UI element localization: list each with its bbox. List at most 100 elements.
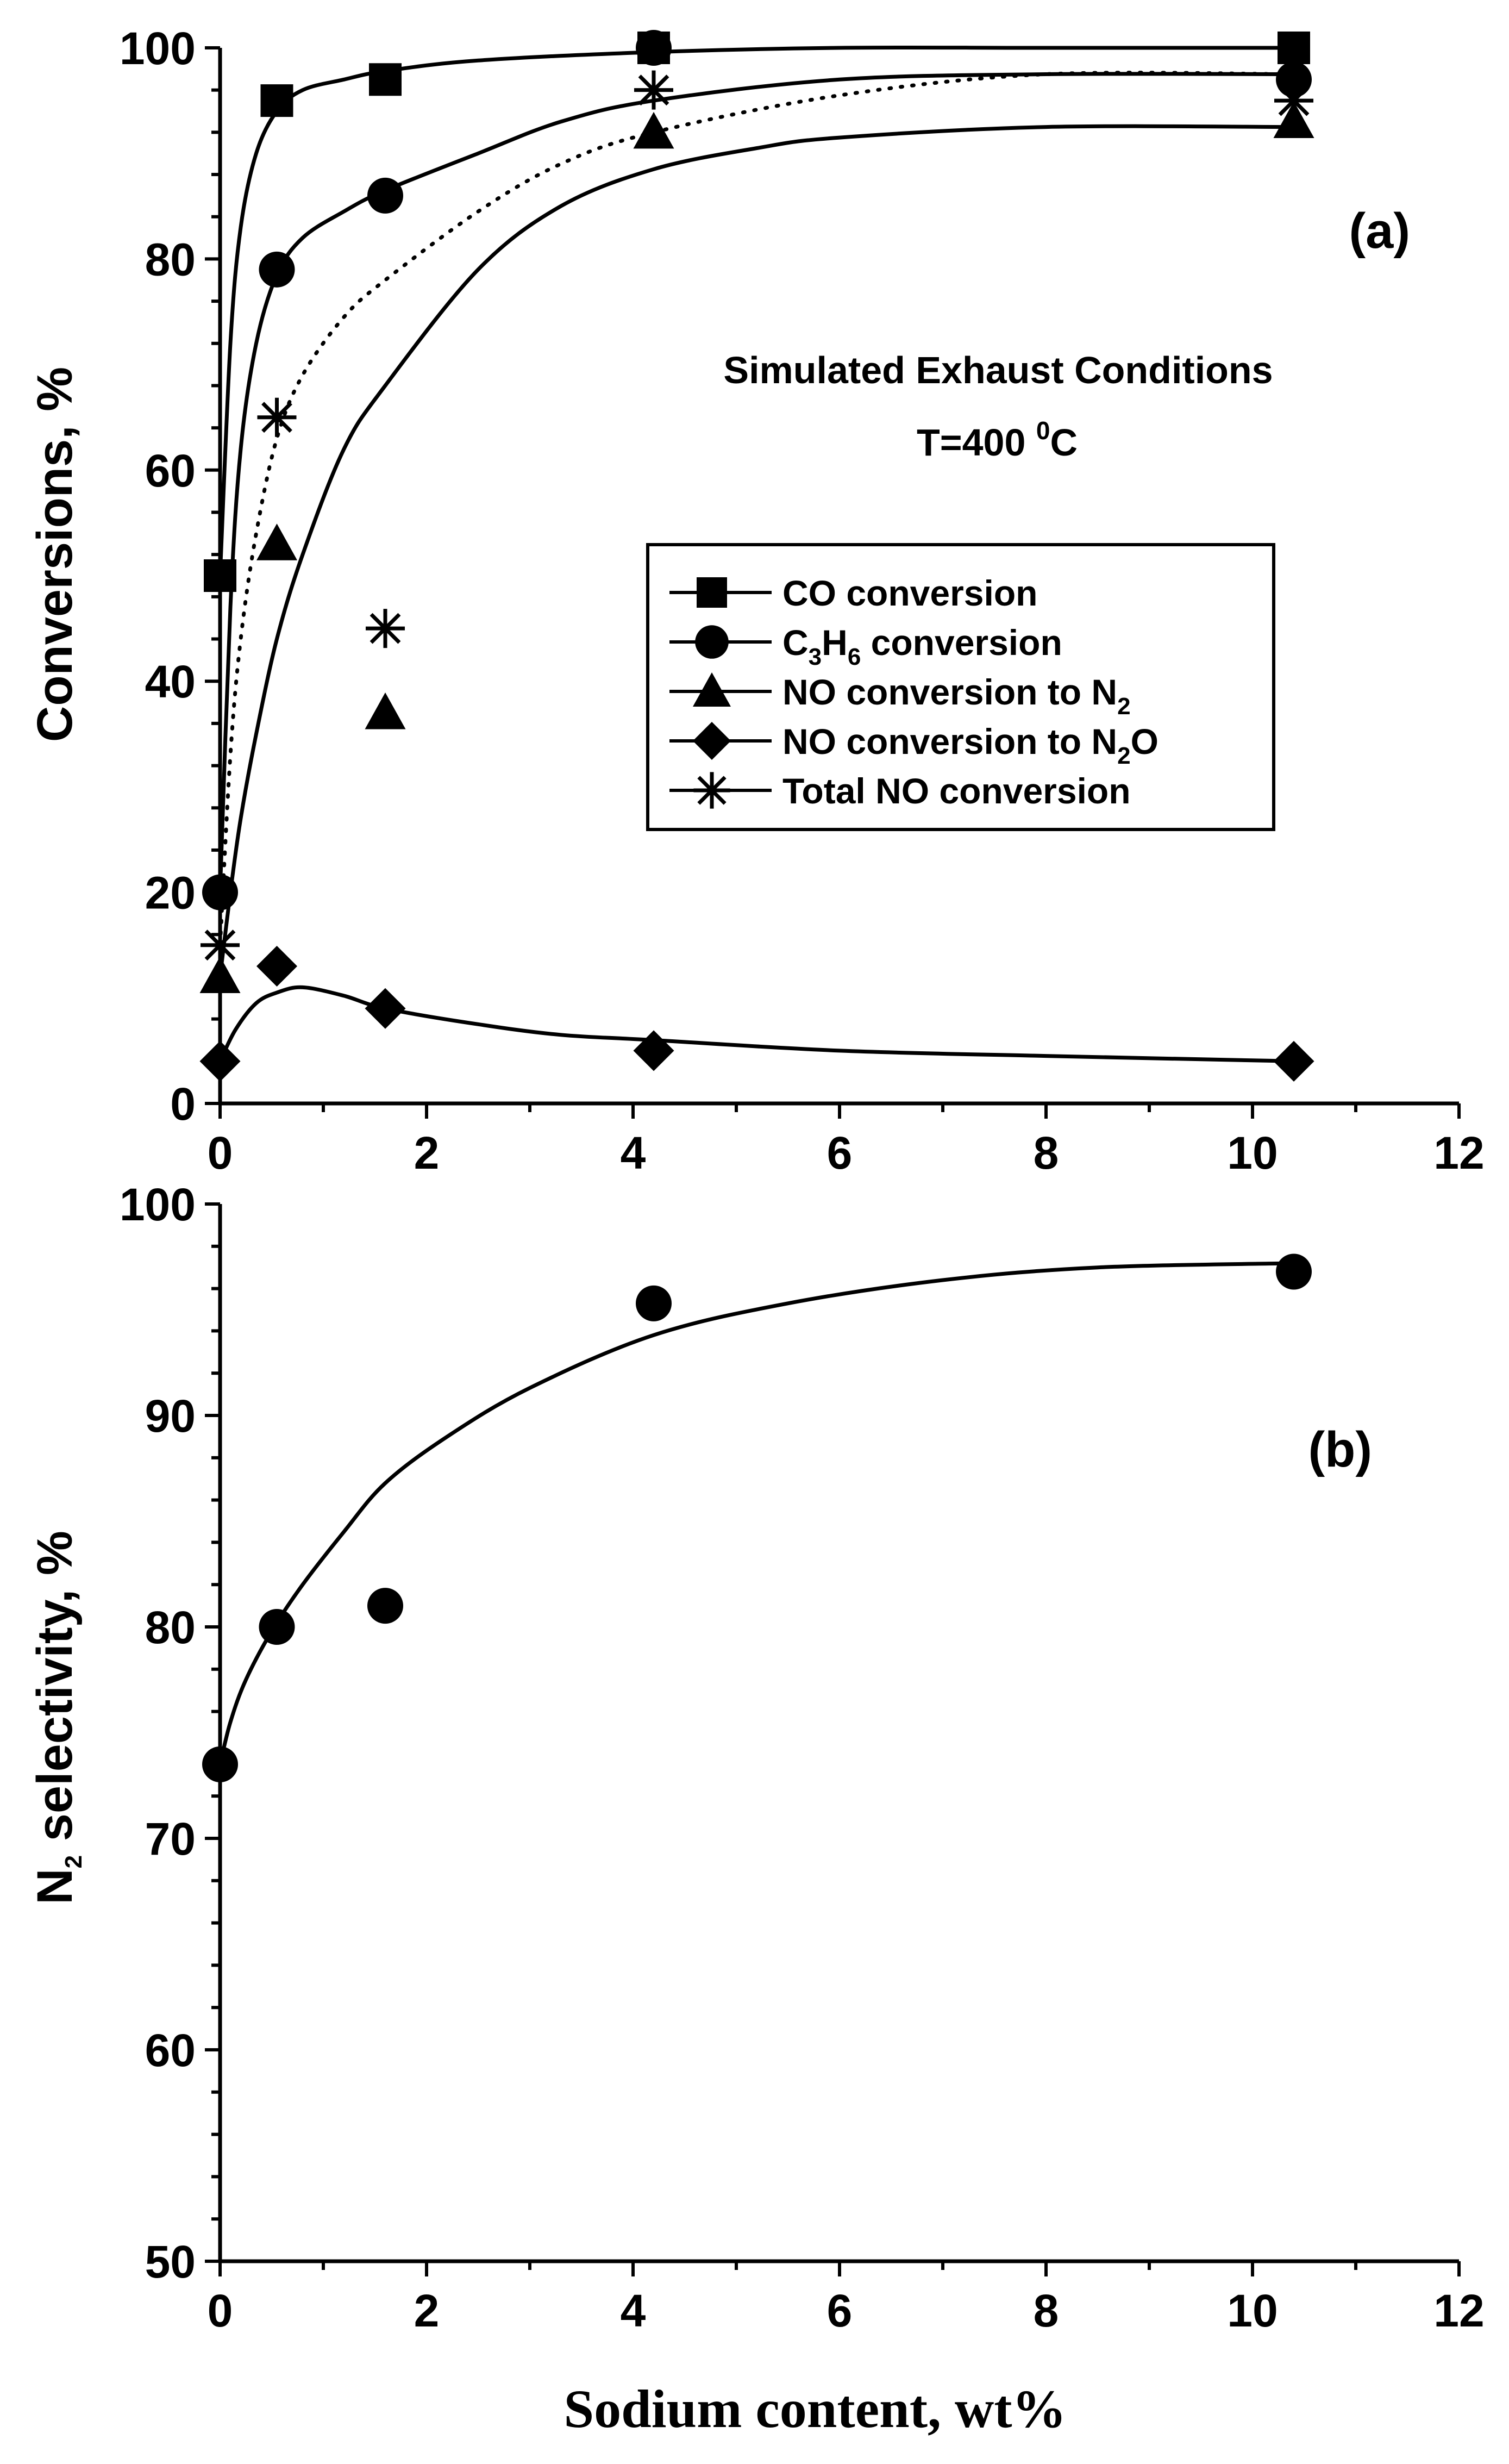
annotation-temperature-degree: 0 xyxy=(1036,416,1050,445)
panel-a-point-triangle xyxy=(365,692,406,729)
panel-a-point-square xyxy=(260,84,293,117)
legend-marker-triangle xyxy=(693,672,731,707)
panel-a-x-tick-label: 6 xyxy=(827,1127,853,1178)
panel-a-y-tick-label: 100 xyxy=(120,23,196,74)
legend-item-square: CO conversion xyxy=(669,573,1037,613)
panel-a-point-asterisk xyxy=(366,609,405,648)
panel-a-x-tick-label: 8 xyxy=(1034,1127,1059,1178)
panel-a-y-tick-label: 0 xyxy=(170,1078,196,1130)
panel-b-point-circle xyxy=(367,1588,403,1624)
legend-item-circle: C3H6 conversion xyxy=(669,622,1062,670)
legend-label: NO conversion to N2 xyxy=(782,672,1131,720)
panel-b-y-tick-label: 90 xyxy=(145,1390,196,1442)
text-part: O xyxy=(1131,721,1159,762)
panel-a-point-asterisk xyxy=(634,70,673,110)
panel-a-data-points xyxy=(199,30,1314,1082)
panel-b-y-tick-label: 60 xyxy=(145,2025,196,2076)
annotation-temperature: T=400 0C xyxy=(917,416,1078,464)
panel-b-point-circle xyxy=(636,1285,672,1321)
legend-item-triangle: NO conversion to N2 xyxy=(669,672,1131,720)
panel-a-point-asterisk xyxy=(257,397,297,437)
panel-a-point-asterisk xyxy=(201,925,240,965)
text-part: 2 xyxy=(1117,743,1130,769)
panel-a-point-diamond xyxy=(199,1040,241,1082)
panel-a-fit-curve xyxy=(218,71,1296,947)
panel-a-point-circle xyxy=(259,251,295,288)
panel-a-x-tick-label: 4 xyxy=(621,1127,646,1178)
panel-b-point-circle xyxy=(259,1609,295,1645)
panel-b-point-circle xyxy=(1276,1253,1312,1290)
panel-b-y-tick-label: 50 xyxy=(145,2236,196,2287)
legend-marker-circle xyxy=(695,625,729,659)
legend-marker-diamond xyxy=(693,722,731,760)
panel-a-point-square xyxy=(369,63,402,96)
panel-b-y-tick-label: 100 xyxy=(120,1179,196,1230)
panel-a-point-triangle xyxy=(199,956,241,993)
panel-a-x-tick-label: 2 xyxy=(414,1127,440,1178)
legend-label: C3H6 conversion xyxy=(782,622,1062,670)
panel-a-y-tick-label: 20 xyxy=(145,868,196,919)
panel-a-fit-curve xyxy=(218,985,1294,1063)
panel-a-y-tick-label: 80 xyxy=(145,234,196,285)
panel-a-y-tick-label: 60 xyxy=(145,445,196,496)
legend-label: CO conversion xyxy=(782,573,1037,613)
legend-marker-asterisk xyxy=(693,772,730,809)
panel-a-point-square xyxy=(204,559,236,592)
panel-a-point-asterisk xyxy=(1274,81,1313,121)
panel-b-y-axis-label: N2 selectivity, % xyxy=(27,1531,87,1905)
panel-a-point-circle xyxy=(1276,61,1312,98)
panel-a-fit-curve xyxy=(218,124,1294,977)
panel-a-point-circle xyxy=(202,874,238,910)
text-part: 3 xyxy=(809,644,822,670)
panel-a-point-diamond xyxy=(1273,1040,1314,1082)
panel-a-x-tick-label: 0 xyxy=(208,1127,233,1178)
legend-marker-square xyxy=(697,577,727,608)
panel-b-x-tick-label: 0 xyxy=(208,2285,233,2336)
panel-a-label: (a) xyxy=(1349,203,1410,259)
annotation-temperature-unit: C xyxy=(1050,421,1078,464)
panel-b-axes: 50 60 70 80 90 100 0 2 4 6 8 10 12 xyxy=(120,1179,1485,2336)
panel-a-point-diamond xyxy=(365,988,406,1029)
legend-label: NO conversion to N2O xyxy=(782,721,1159,769)
text-part: 2 xyxy=(60,1855,87,1868)
annotation-conditions: Simulated Exhaust Conditions xyxy=(723,349,1273,391)
text-part: NO conversion to N xyxy=(782,672,1117,712)
panel-a-x-tick-label: 12 xyxy=(1433,1127,1484,1178)
panel-b-x-tick-label: 8 xyxy=(1034,2285,1059,2336)
panel-a-point-diamond xyxy=(256,946,297,987)
legend-label: Total NO conversion xyxy=(782,771,1131,811)
panel-a-point-triangle xyxy=(256,523,297,560)
panel-b-x-tick-label: 10 xyxy=(1227,2285,1278,2336)
panel-b-y-tick-label: 70 xyxy=(145,1813,196,1864)
annotation-temperature-prefix: T=400 xyxy=(917,421,1036,464)
text-part: N xyxy=(27,1868,83,1904)
panel-a-point-circle xyxy=(636,30,672,66)
text-part: CO conversion xyxy=(782,573,1037,613)
panel-a-x-tick-label: 10 xyxy=(1227,1127,1278,1178)
text-part: 6 xyxy=(848,644,861,670)
panel-b-y-tick-label: 80 xyxy=(145,1602,196,1653)
text-part: conversion xyxy=(861,622,1062,663)
panel-b-data-points xyxy=(202,1253,1312,1782)
text-part: selectivity, % xyxy=(27,1531,83,1855)
panel-a-point-square xyxy=(1278,32,1310,64)
text-part: C xyxy=(782,622,809,663)
panel-a-y-tick-label: 40 xyxy=(145,656,196,707)
legend-item-asterisk: Total NO conversion xyxy=(669,771,1131,811)
panel-a-point-diamond xyxy=(633,1030,674,1071)
text-part: 2 xyxy=(1117,693,1130,720)
legend-item-diamond: NO conversion to N2O xyxy=(669,721,1159,769)
x-axis-label: Sodium content, wt% xyxy=(563,2379,1066,2439)
panel-a-point-triangle xyxy=(633,111,674,149)
panel-a-y-axis-label: Conversions, % xyxy=(27,367,83,742)
text-part: H xyxy=(822,622,848,663)
panel-a-point-circle xyxy=(367,177,403,214)
panel-b-point-circle xyxy=(202,1746,238,1782)
panel-b-x-tick-label: 6 xyxy=(827,2285,853,2336)
